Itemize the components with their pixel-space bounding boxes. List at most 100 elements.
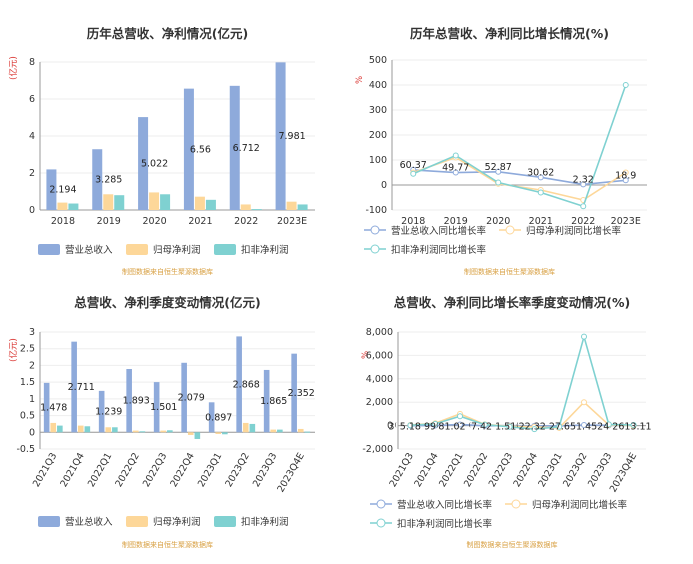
bar-deduct xyxy=(57,425,63,433)
series-point xyxy=(605,421,612,428)
y-tick-label: 1.5 xyxy=(20,377,35,388)
legend-swatch xyxy=(214,516,236,527)
legend-marker xyxy=(505,225,515,235)
data-label: 2.194 xyxy=(49,185,76,196)
legend-label: 营业总收入 xyxy=(65,516,113,528)
series-point xyxy=(481,421,488,428)
x-tick-label: 2020 xyxy=(486,216,510,227)
chart-c3: 总营收、净利季度变动情况(亿元) (亿元) -0.5 0 0.5 1 1.5 2 2.5 3 202… xyxy=(8,295,315,549)
unit-label: % xyxy=(361,351,371,359)
x-tick-label: 2022Q4 xyxy=(168,451,196,489)
y-tick-label: 0.5 xyxy=(20,411,35,422)
bar-deduct xyxy=(205,199,216,210)
series-point xyxy=(537,174,544,181)
legend-marker xyxy=(376,518,386,528)
legend-marker xyxy=(376,499,386,509)
y-tick-label: 1 xyxy=(29,394,35,405)
bar-revenue xyxy=(208,402,215,433)
bar-parent xyxy=(240,204,251,210)
legend-swatch xyxy=(126,516,148,527)
chart-title: 总营收、净利季度变动情况(亿元) xyxy=(74,295,260,310)
legend-label: 归母净利润同比增长率 xyxy=(532,499,628,511)
series-point xyxy=(622,177,629,184)
legend-label: 归母净利润 xyxy=(153,244,201,256)
series-point xyxy=(410,170,417,177)
data-label: 2.868 xyxy=(233,379,260,390)
chart-title: 历年总营收、净利情况(亿元) xyxy=(87,26,248,41)
y-tick-label: 0 xyxy=(29,205,35,216)
bar-parent xyxy=(57,202,68,210)
y-tick-label: 2 xyxy=(29,360,35,371)
y-tick-label: 3 xyxy=(29,327,35,338)
data-labels-row: 3⁽ 5.18 99⁽81.02 ⁽7.42 1.51⁽22.32 27.651… xyxy=(388,422,651,433)
bar-revenue xyxy=(138,117,149,210)
series-point xyxy=(581,399,587,406)
x-tick-label: 2022Q1 xyxy=(86,451,114,489)
bar-deduct xyxy=(222,432,228,435)
y-tick-label: 0 xyxy=(381,180,387,191)
chart-c4: 总营收、净利同比增长率季度变动情况(%)% -2,000 0 2,000 4,000 6,… xyxy=(361,295,652,549)
unit-label: (亿元) xyxy=(8,56,19,80)
y-tick-label: -100 xyxy=(365,205,387,216)
bar-revenue xyxy=(92,149,103,210)
y-tick-label: 300 xyxy=(369,105,387,116)
data-label: 6.56 xyxy=(190,144,211,155)
legend-swatch xyxy=(214,244,236,255)
bar-parent xyxy=(132,430,139,433)
bar-deduct xyxy=(304,431,311,433)
series-point xyxy=(495,168,502,175)
x-tick-label: 2020 xyxy=(142,216,166,227)
series-point xyxy=(630,422,637,429)
bar-parent xyxy=(105,427,112,433)
data-label: 0.897 xyxy=(205,412,232,423)
bar-revenue xyxy=(43,382,50,433)
bar-deduct xyxy=(68,203,79,210)
bar-revenue xyxy=(46,169,57,210)
x-tick-label: 2018 xyxy=(51,216,75,227)
legend-marker xyxy=(511,499,521,509)
bar-deduct xyxy=(160,194,171,210)
bar-parent xyxy=(297,428,304,433)
data-label: 2.711 xyxy=(68,382,95,393)
legend-swatch xyxy=(126,244,148,255)
legend-label: 扣非净利润同比增长率 xyxy=(397,518,493,530)
bar-deduct xyxy=(297,204,308,210)
x-tick-label: 2022Q3 xyxy=(141,451,169,489)
data-label: 30.62 xyxy=(527,167,554,178)
legend-label: 营业总收入同比增长率 xyxy=(397,499,493,511)
source-note: 制图数据来自恒生聚源数据库 xyxy=(467,540,558,549)
legend-label: 扣非净利润同比增长率 xyxy=(391,244,487,256)
data-label: 52.87 xyxy=(485,162,512,173)
series-point xyxy=(537,189,544,196)
series-point xyxy=(581,421,587,428)
x-tick-label: 2021 xyxy=(188,216,212,227)
series-point xyxy=(580,181,587,188)
x-tick-label: 2023E xyxy=(277,216,307,227)
y-tick-label: 4 xyxy=(29,131,35,142)
series-point xyxy=(457,421,463,428)
bar-deduct xyxy=(139,431,146,433)
y-tick-label: 6,000 xyxy=(366,350,393,361)
legend-label: 营业总收入同比增长率 xyxy=(391,225,487,237)
data-label: 1.239 xyxy=(95,407,122,418)
bar-parent xyxy=(77,425,84,433)
unit-label: (亿元) xyxy=(8,338,19,362)
chart-c2: 历年总营收、净利同比增长情况(%)% -100 0 100 200 300 400 500 20… xyxy=(355,26,647,276)
unit-label: % xyxy=(355,76,365,84)
series-point xyxy=(580,203,587,210)
data-label: 60.37 xyxy=(400,160,427,171)
bar-parent xyxy=(103,194,114,210)
x-tick-label: 2018 xyxy=(401,216,425,227)
y-tick-label: 100 xyxy=(369,155,387,166)
source-note: 制图数据来自恒生聚源数据库 xyxy=(464,267,555,276)
bar-revenue xyxy=(153,382,160,433)
data-label: 18.9 xyxy=(615,170,636,181)
bar-revenue xyxy=(98,390,105,433)
bar-deduct xyxy=(194,432,201,439)
bar-revenue xyxy=(236,336,242,433)
x-tick-label: 2023Q3 xyxy=(251,451,279,489)
legend-label: 归母净利润同比增长率 xyxy=(526,225,622,237)
bar-parent xyxy=(50,422,57,433)
legend-marker xyxy=(370,244,380,254)
x-tick-label: 2022 xyxy=(234,216,258,227)
